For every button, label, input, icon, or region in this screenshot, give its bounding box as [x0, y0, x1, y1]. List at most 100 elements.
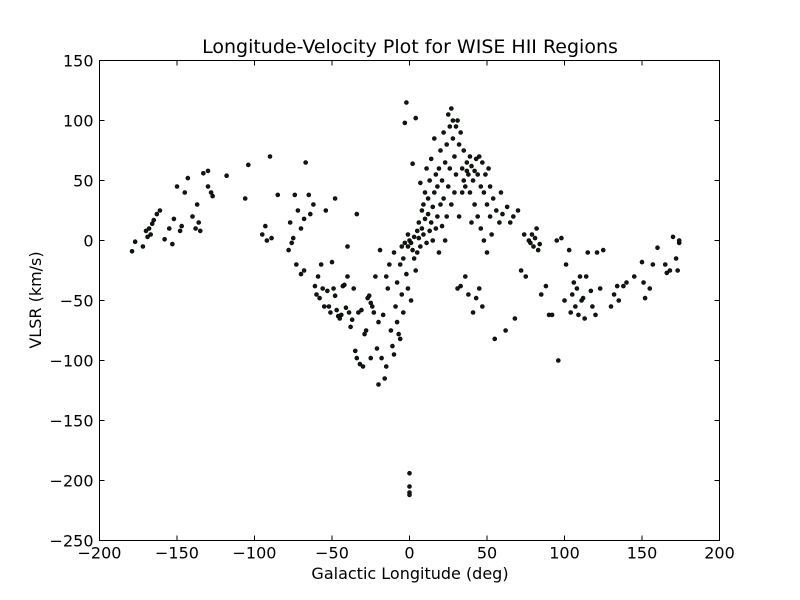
data-point-121 — [400, 256, 406, 261]
data-point-128 — [405, 232, 411, 237]
data-point-14 — [171, 216, 177, 222]
data-point-38 — [275, 192, 281, 198]
data-point-277 — [577, 274, 583, 279]
data-point-129 — [405, 286, 411, 291]
data-point-113 — [393, 304, 398, 309]
y-tick-label-4: −50 — [60, 292, 94, 311]
data-point-17 — [179, 223, 184, 229]
data-point-234 — [486, 166, 491, 171]
data-point-50 — [303, 160, 308, 165]
data-point-255 — [529, 232, 535, 237]
data-point-66 — [331, 286, 336, 291]
data-point-148 — [418, 180, 423, 186]
data-point-112 — [391, 250, 397, 255]
data-point-240 — [493, 208, 499, 213]
data-point-242 — [498, 190, 504, 195]
data-point-133 — [407, 492, 412, 498]
data-point-40 — [287, 220, 293, 225]
y-tick-label-8: 150 — [63, 52, 94, 71]
data-point-15 — [174, 184, 180, 189]
data-point-147 — [418, 244, 423, 249]
data-point-158 — [425, 196, 431, 201]
data-point-190 — [450, 118, 456, 123]
x-axis-label: Galactic Longitude (deg) — [311, 564, 508, 583]
data-point-258 — [534, 226, 539, 231]
data-point-246 — [507, 220, 513, 225]
data-point-156 — [424, 240, 429, 246]
data-point-260 — [537, 241, 543, 247]
data-point-123 — [402, 240, 408, 246]
data-point-290 — [611, 292, 617, 297]
data-point-189 — [450, 136, 456, 141]
data-point-272 — [569, 292, 575, 297]
data-point-191 — [452, 154, 457, 159]
data-point-182 — [444, 214, 450, 219]
data-point-218 — [472, 202, 477, 207]
data-point-167 — [433, 226, 439, 231]
data-point-41 — [289, 240, 295, 246]
data-point-84 — [354, 211, 360, 217]
data-point-291 — [614, 283, 620, 289]
chart-title: Longitude-Velocity Plot for WISE HII Reg… — [202, 36, 618, 58]
data-point-256 — [531, 244, 536, 249]
data-point-301 — [655, 245, 660, 250]
data-point-51 — [306, 192, 312, 198]
data-point-6 — [148, 232, 153, 237]
data-point-95 — [369, 304, 375, 309]
data-point-18 — [182, 190, 188, 195]
data-point-285 — [593, 312, 598, 318]
data-point-254 — [528, 240, 533, 246]
data-point-229 — [481, 190, 487, 195]
data-point-211 — [467, 190, 473, 195]
data-point-36 — [267, 154, 273, 159]
data-point-215 — [470, 178, 476, 183]
data-point-99 — [376, 319, 381, 325]
data-point-237 — [489, 232, 494, 237]
data-point-236 — [487, 184, 493, 189]
data-point-101 — [377, 247, 383, 253]
data-point-1 — [132, 239, 138, 244]
data-point-264 — [549, 312, 555, 318]
y-tick-label-2: −150 — [50, 412, 94, 431]
data-point-72 — [338, 312, 344, 318]
data-point-46 — [298, 271, 304, 277]
data-point-207 — [464, 160, 470, 165]
data-point-12 — [166, 226, 172, 231]
data-point-8 — [151, 217, 157, 223]
data-point-11 — [162, 237, 167, 242]
data-point-146 — [416, 235, 422, 241]
data-point-203 — [461, 148, 467, 153]
data-point-205 — [462, 184, 468, 189]
data-point-193 — [453, 124, 459, 129]
data-point-34 — [263, 223, 268, 229]
data-point-281 — [583, 274, 589, 279]
data-point-10 — [157, 208, 163, 213]
data-point-195 — [455, 118, 460, 123]
data-point-216 — [470, 310, 476, 315]
data-point-187 — [449, 106, 454, 111]
data-point-194 — [453, 172, 459, 177]
data-point-177 — [441, 130, 446, 135]
data-point-64 — [328, 310, 333, 315]
data-point-116 — [396, 331, 401, 337]
data-point-176 — [439, 178, 445, 183]
data-point-39 — [286, 247, 291, 253]
data-point-152 — [421, 232, 426, 237]
data-point-103 — [380, 312, 386, 318]
data-point-196 — [455, 286, 460, 291]
data-point-298 — [642, 295, 648, 301]
data-point-83 — [354, 355, 360, 361]
data-point-33 — [259, 232, 265, 237]
data-point-124 — [402, 120, 408, 126]
data-point-198 — [456, 214, 462, 219]
data-point-78 — [346, 310, 352, 315]
data-point-162 — [428, 156, 434, 162]
data-point-233 — [484, 250, 490, 255]
x-tick-label-7: 150 — [627, 544, 658, 563]
data-point-186 — [447, 166, 453, 171]
data-point-302 — [662, 262, 668, 267]
data-point-154 — [422, 190, 428, 195]
data-point-238 — [490, 196, 496, 201]
data-point-305 — [670, 234, 676, 240]
